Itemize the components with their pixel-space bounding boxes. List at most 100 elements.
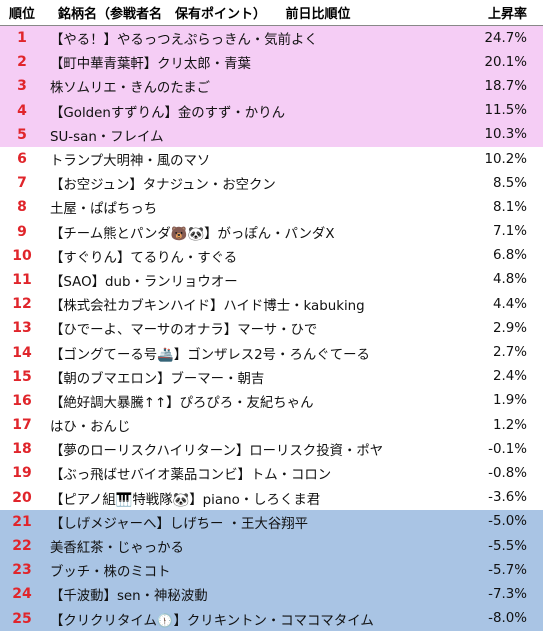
- rank-cell: 20: [12, 489, 32, 506]
- rank-cell: 23: [12, 562, 32, 579]
- rate-cell: 6.8%: [492, 248, 527, 264]
- table-row: 11 【SAO】dub・ランリョウオー 4.8%: [0, 268, 543, 292]
- rank-cell: 11: [12, 271, 32, 288]
- rank-cell: 22: [12, 538, 32, 555]
- name-cell: はひ・おんじ: [50, 420, 131, 436]
- rank-cell: 2: [17, 54, 27, 71]
- name-cell: 【朝のブマエロン】ブーマー・朝吉: [50, 371, 265, 387]
- rate-cell: -0.8%: [488, 465, 527, 481]
- name-cell: 【絶好調大暴騰↑↑】ぴろぴろ・友紀ちゃん: [50, 395, 314, 411]
- rate-cell: -7.3%: [488, 586, 527, 602]
- rate-cell: -8.0%: [488, 611, 527, 627]
- name-cell: 土屋・ぱぱちっち: [50, 202, 158, 218]
- rank-cell: 21: [12, 513, 32, 530]
- table-row: 20 【ピアノ組🎹特戦隊🐼】piano・しろくま君 -3.6%: [0, 486, 543, 510]
- rate-cell: 8.1%: [492, 199, 527, 215]
- name-cell: ブッチ・株のミコト: [50, 565, 171, 581]
- name-cell: 【ゴングてーる号🚢】ゴンザレス2号・ろんぐてーる: [50, 347, 370, 363]
- table-row: 12 【株式会社カブキンハイド】ハイド博士・kabuking 4.4%: [0, 292, 543, 316]
- rank-cell: 10: [12, 247, 32, 264]
- table-header: 順位 銘柄名（参戦者名 保有ポイント） 前日比順位 上昇率: [0, 0, 543, 26]
- rate-cell: 2.7%: [492, 345, 527, 361]
- name-cell: 【ぶっ飛ばせバイオ薬品コンビ】トム・コロン: [50, 468, 332, 484]
- rank-cell: 24: [12, 586, 32, 603]
- name-cell: SU-san・フレイム: [50, 129, 164, 145]
- table-row: 13 【ひでーよ、マーサのオナラ】マーサ・ひで 2.9%: [0, 316, 543, 340]
- rank-cell: 3: [17, 78, 27, 95]
- rate-cell: 2.4%: [492, 369, 527, 385]
- table-row: 14 【ゴングてーる号🚢】ゴンザレス2号・ろんぐてーる 2.7%: [0, 340, 543, 364]
- rank-cell: 6: [17, 151, 27, 168]
- rate-cell: -5.0%: [488, 514, 527, 530]
- rank-cell: 12: [12, 296, 32, 313]
- header-rate: 上昇率: [487, 7, 527, 22]
- table-row: 3 株ソムリエ・きんのたまご 18.7%: [0, 74, 543, 99]
- name-cell: 【SAO】dub・ランリョウオー: [50, 274, 238, 290]
- table-row: 6 トランプ大明神・風のマソ 10.2%: [0, 147, 543, 171]
- name-cell: 【夢のローリスクハイリターン】ローリスク投資・ポヤ: [50, 444, 384, 460]
- name-cell: 【株式会社カブキンハイド】ハイド博士・kabuking: [50, 299, 365, 315]
- table-row: 2 【町中華青葉軒】クリ太郎・青葉 20.1%: [0, 50, 543, 75]
- rank-cell: 19: [12, 465, 32, 482]
- rate-cell: 10.2%: [484, 151, 527, 167]
- table-row: 17 はひ・おんじ 1.2%: [0, 413, 543, 437]
- table-row: 7 【お空ジュン】タナジュン・お空クン 8.5%: [0, 171, 543, 195]
- table-row: 22 美香紅茶・じゃっかる -5.5%: [0, 533, 543, 559]
- header-name: 銘柄名（参戦者名 保有ポイント） 前日比順位: [58, 7, 351, 22]
- rate-cell: 18.7%: [484, 78, 527, 94]
- name-cell: 【ピアノ組🎹特戦隊🐼】piano・しろくま君: [50, 492, 321, 508]
- table-body: 1 【やる！】やるっつえぷらっきん・気前よく 24.7% 2 【町中華青葉軒】クリ太郎・…: [0, 26, 543, 631]
- table-row: 4 【Goldenすずりん】金のすず・かりん 11.5%: [0, 98, 543, 123]
- table-row: 1 【やる！】やるっつえぷらっきん・気前よく 24.7%: [0, 26, 543, 51]
- rate-cell: 7.1%: [492, 224, 527, 240]
- name-cell: 【ひでーよ、マーサのオナラ】マーサ・ひで: [50, 323, 318, 339]
- rate-cell: 4.8%: [492, 272, 527, 288]
- name-cell: 【Goldenすずりん】金のすず・かりん: [50, 105, 285, 121]
- name-cell: 【クリクリタイム🕦】クリキントン・コマコマタイム: [50, 613, 374, 629]
- rank-cell: 13: [12, 320, 32, 337]
- rank-cell: 8: [17, 199, 27, 216]
- rate-cell: 11.5%: [484, 103, 527, 119]
- rate-cell: -0.1%: [488, 441, 527, 457]
- table-row: 23 ブッチ・株のミコト -5.7%: [0, 558, 543, 583]
- rank-cell: 16: [12, 392, 32, 409]
- table-row: 15 【朝のブマエロン】ブーマー・朝吉 2.4%: [0, 365, 543, 389]
- name-cell: 【お空ジュン】タナジュン・お空クン: [50, 178, 276, 194]
- name-cell: 株ソムリエ・きんのたまご: [50, 81, 211, 97]
- rank-cell: 25: [12, 610, 32, 627]
- rank-cell: 7: [17, 175, 27, 192]
- name-cell: 【チーム熊とパンダ🐻🐼】がっぽん・パンダX: [50, 226, 335, 242]
- table-row: 19 【ぶっ飛ばせバイオ薬品コンビ】トム・コロン -0.8%: [0, 461, 543, 485]
- rank-cell: 4: [17, 102, 27, 119]
- rank-cell: 1: [17, 30, 27, 47]
- name-cell: 【町中華青葉軒】クリ太郎・青葉: [50, 57, 251, 73]
- table-row: 25 【クリクリタイム🕦】クリキントン・コマコマタイム -8.0%: [0, 606, 543, 631]
- rank-cell: 15: [12, 368, 32, 385]
- name-cell: 【すぐりん】てるりん・すぐる: [50, 250, 238, 266]
- table-row: 16 【絶好調大暴騰↑↑】ぴろぴろ・友紀ちゃん 1.9%: [0, 389, 543, 413]
- name-cell: 【しげメジャーへ】しげちー ・王大谷翔平: [50, 516, 309, 532]
- name-cell: トランプ大明神・風のマソ: [50, 154, 211, 170]
- rate-cell: 1.9%: [492, 393, 527, 409]
- rank-cell: 14: [12, 344, 32, 361]
- rate-cell: 1.2%: [492, 417, 527, 433]
- rank-cell: 17: [12, 417, 32, 434]
- table-row: 9 【チーム熊とパンダ🐻🐼】がっぽん・パンダX 7.1%: [0, 220, 543, 244]
- table-row: 24 【千波動】sen・神秘波動 -7.3%: [0, 582, 543, 607]
- header-rank: 順位: [8, 7, 35, 22]
- rate-cell: 8.5%: [492, 175, 527, 191]
- table-row: 5 SU-san・フレイム 10.3%: [0, 122, 543, 147]
- name-cell: 【千波動】sen・神秘波動: [50, 589, 208, 605]
- table-row: 18 【夢のローリスクハイリターン】ローリスク投資・ポヤ -0.1%: [0, 437, 543, 461]
- rate-cell: -3.6%: [488, 490, 527, 506]
- table-row: 8 土屋・ぱぱちっち 8.1%: [0, 195, 543, 219]
- rate-cell: -5.5%: [488, 538, 527, 554]
- rank-cell: 18: [12, 441, 32, 458]
- name-cell: 【やる！】やるっつえぷらっきん・気前よく: [50, 33, 318, 49]
- rate-cell: 24.7%: [484, 30, 527, 46]
- rank-cell: 9: [17, 223, 27, 240]
- table-row: 21 【しげメジャーへ】しげちー ・王大谷翔平 -5.0%: [0, 509, 543, 534]
- table-row: 10 【すぐりん】てるりん・すぐる 6.8%: [0, 244, 543, 268]
- rate-cell: 4.4%: [492, 296, 527, 312]
